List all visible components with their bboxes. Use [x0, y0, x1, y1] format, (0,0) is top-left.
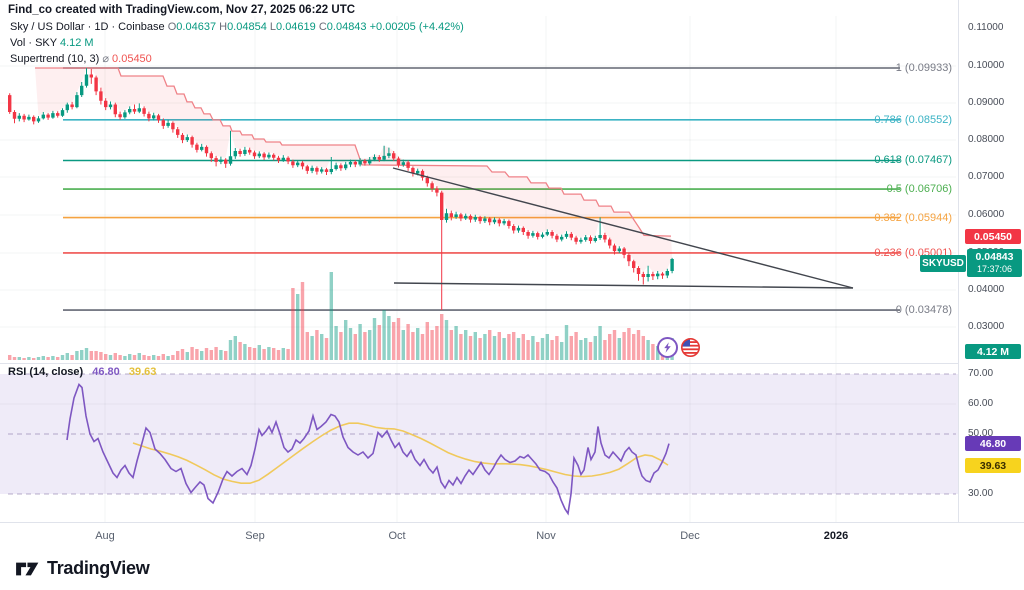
rsi-label[interactable]: RSI (14, close): [8, 366, 84, 378]
ohlc-letter: C: [315, 21, 327, 33]
rsi-value: 46.80: [92, 366, 120, 378]
tradingview-logo-icon: [16, 562, 39, 575]
volume-label[interactable]: Vol · SKY: [10, 37, 57, 49]
usd-flag-icon: [680, 337, 701, 358]
axis-tick-label: 30.00: [968, 488, 994, 499]
supertrend-mode-icon: ⌀: [102, 53, 109, 65]
trendlines: [392, 167, 854, 289]
bar-countdown: 17:37:06: [976, 264, 1013, 274]
time-axis-label: Aug: [95, 530, 115, 542]
sky-lightning-icon: [657, 337, 678, 358]
fib-retracement-lines: [63, 67, 900, 311]
rsi-line: [66, 383, 670, 516]
supertrend-indicator: [35, 67, 673, 273]
fib-level-label: 0.786 (0.08552): [874, 113, 952, 126]
last-price-value: 0.04843: [975, 251, 1014, 263]
ohlc-value: 0.04637: [176, 21, 217, 33]
supertrend-price-badge: 0.05450: [965, 229, 1021, 244]
symbol-title[interactable]: Sky / US Dollar · 1D · Coinbase: [10, 21, 165, 33]
supertrend-label[interactable]: Supertrend (10, 3): [10, 53, 100, 65]
axis-tick-label: 0.11000: [968, 22, 1004, 33]
rsi-value-badge: 46.80: [965, 436, 1021, 451]
pane-separator[interactable]: [0, 363, 958, 364]
symbol-legend[interactable]: Sky / US Dollar · 1D · Coinbase O0.04637…: [10, 21, 464, 33]
ohlc-values: O0.04637 H0.04854 L0.04619 C0.04843: [168, 21, 367, 33]
time-axis-label: 2026: [823, 530, 849, 542]
axis-tick-label: 0.08000: [968, 134, 1005, 145]
axis-tick-label: 0.10000: [968, 60, 1005, 71]
supertrend-legend[interactable]: Supertrend (10, 3) ⌀ 0.05450: [10, 52, 152, 65]
axis-tick-label: 0.09000: [968, 97, 1005, 108]
fib-level-label: 0.382 (0.05944): [874, 211, 952, 224]
change-value: +0.00205 (+4.42%): [369, 21, 464, 33]
supertrend-value: 0.05450: [112, 53, 152, 65]
ohlc-value: 0.04619: [276, 21, 316, 33]
fib-level-label: 0.618 (0.07467): [874, 154, 952, 167]
volume-legend[interactable]: Vol · SKY 4.12 M: [10, 37, 94, 49]
volume-bars: [8, 272, 674, 360]
fib-level-label: 1 (0.09933): [895, 62, 952, 74]
volume-badge: 4.12 M: [965, 344, 1021, 359]
attribution-text: Find_co created with TradingView.com, No…: [8, 4, 356, 16]
rsi-ma-badge: 39.63: [965, 458, 1021, 473]
axis-tick-label: 70.00: [968, 368, 994, 379]
axis-tick-label: 50.00: [968, 428, 994, 439]
axis-tick-label: 0.06000: [968, 209, 1005, 220]
volume-value: 4.12 M: [59, 37, 94, 49]
axis-tick-label: 0.07000: [968, 171, 1005, 182]
time-axis-label: Oct: [388, 530, 406, 542]
candlesticks: [8, 68, 674, 310]
time-axis-separator: [0, 522, 1024, 523]
tradingview-logo[interactable]: TradingView: [14, 558, 150, 579]
tradingview-logo-text: TradingView: [47, 558, 150, 578]
ohlc-value: 0.04843: [326, 21, 367, 33]
rsi-legend[interactable]: RSI (14, close) 46.80 39.63: [8, 366, 156, 378]
symbol-name-badge: SKYUSD: [920, 255, 966, 272]
fib-level-label: 0 (0.03478): [895, 304, 952, 317]
time-axis-label: Dec: [680, 530, 700, 542]
rsi-ma-value: 39.63: [128, 366, 157, 378]
rsi-pane: [0, 373, 958, 495]
time-axis-label: Nov: [536, 530, 556, 542]
ohlc-letter: O: [167, 21, 177, 33]
axis-tick-label: 0.04000: [968, 284, 1005, 295]
axis-tick-label: 0.03000: [968, 321, 1005, 332]
ohlc-value: 0.04854: [227, 21, 267, 33]
axis-tick-label: 60.00: [968, 398, 994, 409]
ohlc-letter: L: [266, 21, 277, 33]
ohlc-letter: H: [216, 21, 228, 33]
fib-level-label: 0.5 (0.06706): [886, 183, 952, 196]
last-price-badge: 0.04843 17:37:06: [967, 249, 1022, 277]
time-axis-label: Sep: [245, 530, 265, 542]
